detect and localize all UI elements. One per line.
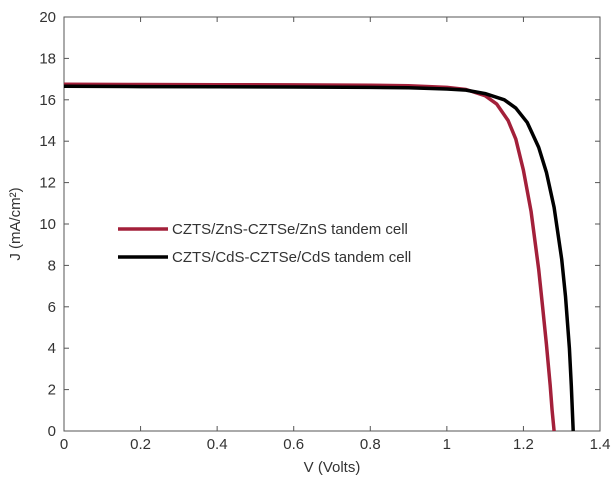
x-tick-label: 1.2 xyxy=(513,436,534,453)
x-tick-label: 1.4 xyxy=(590,436,611,453)
y-tick-label: 2 xyxy=(48,382,56,399)
x-tick-label: 1 xyxy=(443,436,451,453)
x-axis-label: V (Volts) xyxy=(304,459,361,476)
x-tick-label: 0 xyxy=(60,436,68,453)
y-axis-label: J (mA/cm²) xyxy=(7,187,24,260)
legend-label-2: CZTS/CdS-CZTSe/CdS tandem cell xyxy=(172,249,411,266)
y-tick-label: 12 xyxy=(39,175,56,192)
y-tick-label: 20 xyxy=(39,9,56,26)
x-tick-label: 0.4 xyxy=(207,436,228,453)
chart-series xyxy=(63,82,575,432)
y-tick-label: 0 xyxy=(48,423,56,440)
series-line-2 xyxy=(63,84,575,432)
y-tick-label: 4 xyxy=(48,340,56,357)
x-tick-label: 0.2 xyxy=(130,436,151,453)
y-tick-label: 14 xyxy=(39,133,56,150)
y-tick-label: 8 xyxy=(48,257,56,274)
legend-label-1: CZTS/ZnS-CZTSe/ZnS tandem cell xyxy=(172,221,408,238)
x-tick-label: 0.6 xyxy=(283,436,304,453)
y-tick-label: 6 xyxy=(48,299,56,316)
series-line-1 xyxy=(63,82,556,432)
chart-legend: CZTS/ZnS-CZTSe/ZnS tandem cell CZTS/CdS-C… xyxy=(118,221,411,266)
y-tick-label: 16 xyxy=(39,92,56,109)
chart-axes: 0 0.2 0.4 0.6 0.8 1 1.2 1.4 0 2 4 6 8 10 12 14 16 18 20 xyxy=(39,9,610,453)
y-tick-label: 18 xyxy=(39,50,56,67)
y-tick-label: 10 xyxy=(39,216,56,233)
x-tick-label: 0.8 xyxy=(360,436,381,453)
